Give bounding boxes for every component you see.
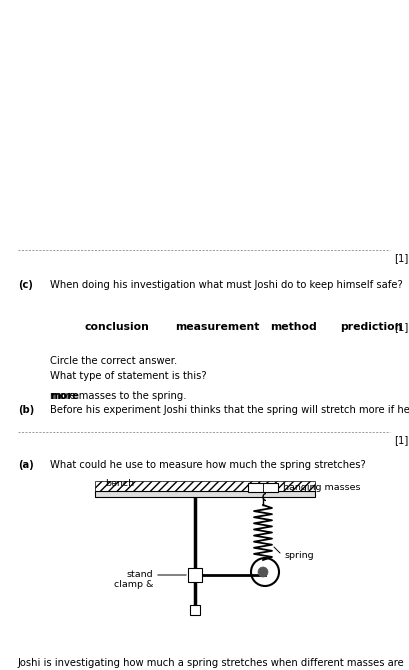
Text: conclusion: conclusion	[85, 322, 150, 332]
Text: What could he use to measure how much the spring stretches?: What could he use to measure how much th…	[50, 460, 365, 470]
Text: (a): (a)	[18, 460, 34, 470]
Text: more masses to the spring.: more masses to the spring.	[50, 391, 186, 401]
Text: (c): (c)	[18, 280, 33, 290]
Text: measurement: measurement	[175, 322, 259, 332]
Text: clamp &: clamp &	[113, 580, 153, 589]
Text: [1]: [1]	[393, 435, 407, 445]
Text: spring: spring	[283, 551, 313, 559]
Text: hanging masses: hanging masses	[282, 483, 360, 492]
Bar	[189, 605, 200, 615]
Text: [1]: [1]	[393, 322, 407, 332]
Text: [1]: [1]	[393, 253, 407, 263]
Text: Circle the correct answer.: Circle the correct answer.	[50, 356, 177, 366]
Bar	[247, 483, 277, 492]
Text: stand: stand	[126, 570, 153, 579]
Text: Before his experiment Joshi thinks that the spring will stretch more if he adds: Before his experiment Joshi thinks that …	[50, 405, 409, 415]
Text: (b): (b)	[18, 405, 34, 415]
Text: bench: bench	[105, 479, 134, 488]
Text: When doing his investigation what must Joshi do to keep himself safe?: When doing his investigation what must J…	[50, 280, 402, 290]
Text: more: more	[50, 391, 79, 401]
Text: method: method	[270, 322, 316, 332]
Circle shape	[257, 567, 267, 577]
Text: What type of statement is this?: What type of statement is this?	[50, 371, 206, 381]
Bar	[95, 481, 314, 491]
Text: prediction: prediction	[339, 322, 401, 332]
Bar	[95, 491, 314, 497]
Text: Joshi is investigating how much a spring stretches when different masses are
add: Joshi is investigating how much a spring…	[18, 658, 404, 670]
Bar	[188, 568, 202, 582]
